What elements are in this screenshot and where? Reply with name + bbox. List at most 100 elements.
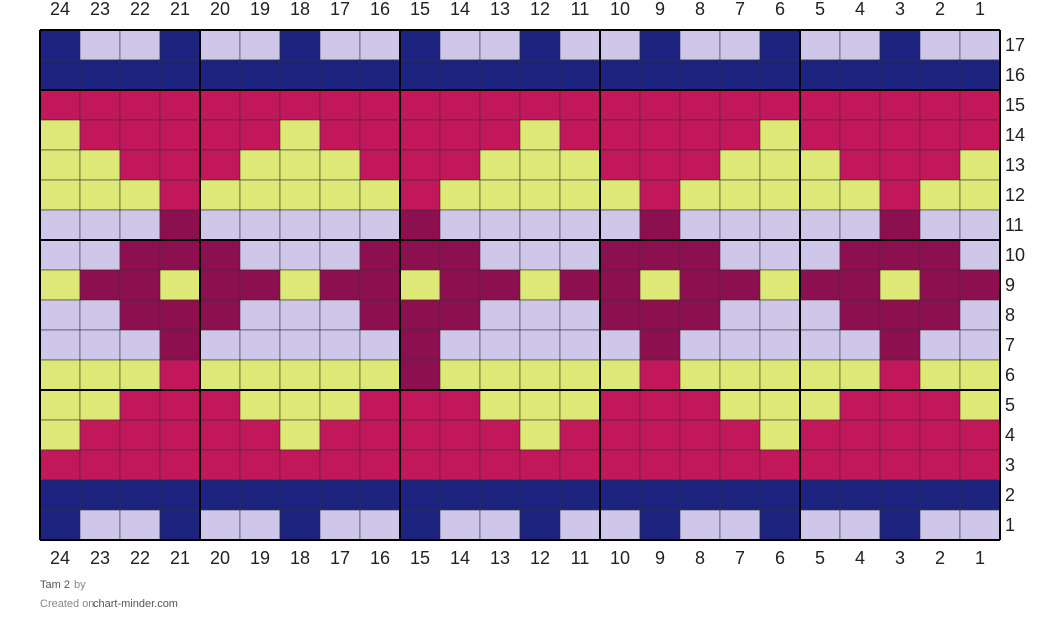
cell xyxy=(359,209,401,241)
cell xyxy=(279,239,321,271)
cell xyxy=(359,329,401,361)
column-label-top: 15 xyxy=(410,0,430,19)
cell xyxy=(879,89,921,121)
cell xyxy=(319,59,361,91)
cell xyxy=(359,119,401,151)
cell xyxy=(279,329,321,361)
cell xyxy=(759,149,801,181)
cell xyxy=(599,209,641,241)
cell xyxy=(759,239,801,271)
cell xyxy=(439,59,481,91)
column-label-bottom: 23 xyxy=(90,548,110,568)
cell xyxy=(39,419,81,451)
cell xyxy=(519,59,561,91)
cell xyxy=(399,479,441,511)
cell xyxy=(639,119,681,151)
row-label: 16 xyxy=(1005,65,1025,85)
cell xyxy=(679,329,721,361)
cell xyxy=(599,509,641,541)
cell xyxy=(359,239,401,271)
cell xyxy=(359,509,401,541)
cell xyxy=(599,329,641,361)
cell xyxy=(279,509,321,541)
cell xyxy=(399,59,441,91)
cell xyxy=(319,179,361,211)
cell xyxy=(599,359,641,391)
cell xyxy=(919,209,961,241)
row-label: 6 xyxy=(1005,365,1015,385)
cell xyxy=(439,89,481,121)
cell xyxy=(759,449,801,481)
cell xyxy=(359,269,401,301)
cell xyxy=(839,89,881,121)
cell xyxy=(479,119,521,151)
cell xyxy=(439,449,481,481)
cell xyxy=(919,299,961,331)
cell xyxy=(479,149,521,181)
cell xyxy=(559,329,601,361)
cell xyxy=(799,269,841,301)
cell xyxy=(719,509,761,541)
cell xyxy=(79,89,121,121)
cell xyxy=(79,239,121,271)
column-label-top: 3 xyxy=(895,0,905,19)
cell xyxy=(719,479,761,511)
cell xyxy=(239,359,281,391)
cell xyxy=(599,449,641,481)
cell xyxy=(79,269,121,301)
cell xyxy=(959,389,1001,421)
cell xyxy=(39,449,81,481)
cell xyxy=(39,59,81,91)
footer-created: Created on xyxy=(40,598,94,610)
cell xyxy=(799,29,841,61)
cell xyxy=(319,29,361,61)
cell xyxy=(399,179,441,211)
cell xyxy=(879,179,921,211)
cell xyxy=(119,509,161,541)
cell xyxy=(639,179,681,211)
cell xyxy=(159,59,201,91)
cell xyxy=(559,59,601,91)
cell xyxy=(79,419,121,451)
cell xyxy=(639,149,681,181)
cell xyxy=(199,89,241,121)
cell xyxy=(679,119,721,151)
column-label-top: 19 xyxy=(250,0,270,19)
column-label-top: 16 xyxy=(370,0,390,19)
column-label-bottom: 22 xyxy=(130,548,150,568)
cell xyxy=(759,89,801,121)
cell xyxy=(319,359,361,391)
cell xyxy=(519,299,561,331)
cell xyxy=(199,209,241,241)
cell xyxy=(319,239,361,271)
cell xyxy=(399,509,441,541)
cell xyxy=(399,329,441,361)
cell xyxy=(879,479,921,511)
cell xyxy=(519,389,561,421)
cell xyxy=(399,389,441,421)
cell xyxy=(199,389,241,421)
cell xyxy=(159,419,201,451)
cell xyxy=(799,389,841,421)
cell xyxy=(559,209,601,241)
cell xyxy=(479,179,521,211)
cell xyxy=(319,119,361,151)
row-label: 3 xyxy=(1005,455,1015,475)
cell xyxy=(879,419,921,451)
cell xyxy=(239,239,281,271)
cell xyxy=(599,389,641,421)
cell xyxy=(879,359,921,391)
column-label-top: 6 xyxy=(775,0,785,19)
cell xyxy=(799,89,841,121)
row-label: 10 xyxy=(1005,245,1025,265)
cell xyxy=(919,509,961,541)
cell xyxy=(919,239,961,271)
cell xyxy=(359,449,401,481)
cell xyxy=(839,179,881,211)
cell xyxy=(839,209,881,241)
footer-title: Tam 2 xyxy=(40,579,70,591)
cell xyxy=(759,509,801,541)
cell xyxy=(199,29,241,61)
cell xyxy=(919,449,961,481)
